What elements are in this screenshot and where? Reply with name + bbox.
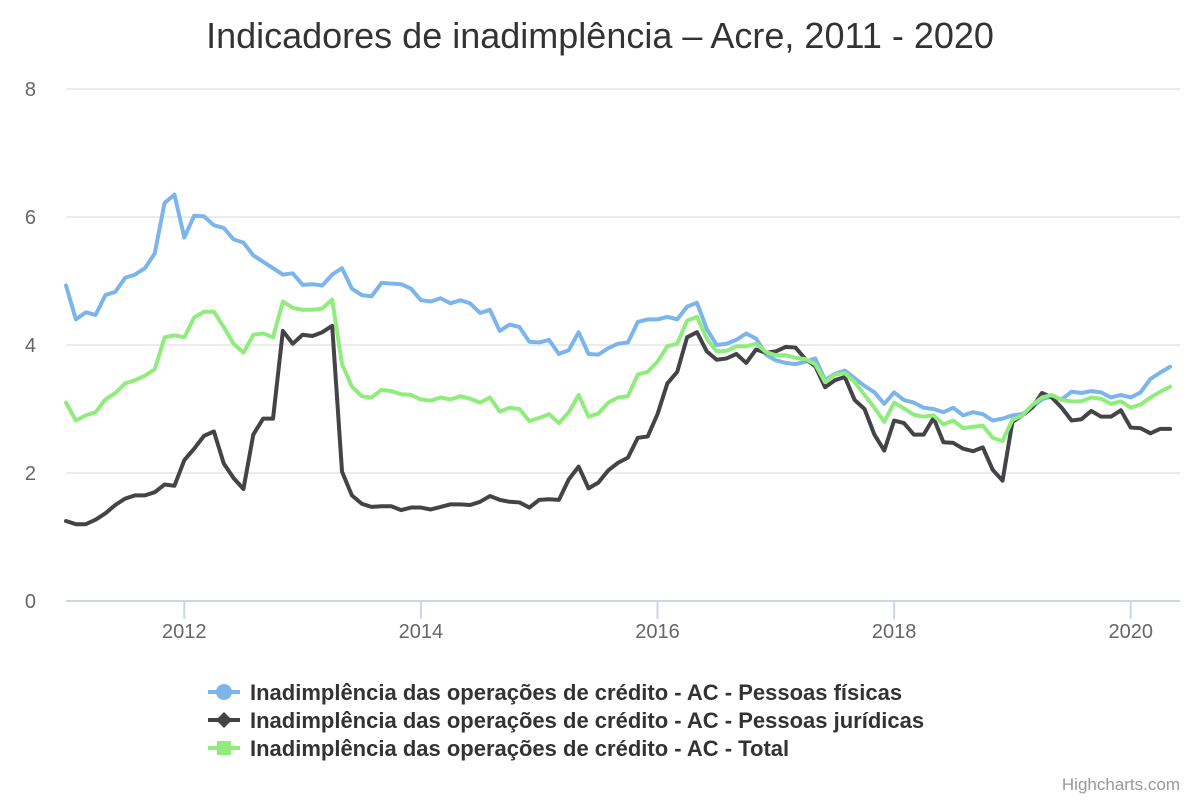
x-tick-label: 2016 — [635, 621, 680, 643]
legend-item-2[interactable]: Inadimplência das operações de crédito -… — [208, 708, 924, 733]
x-tick-label: 2018 — [872, 621, 917, 643]
y-tick-label: 2 — [25, 463, 36, 485]
x-tick-label: 2012 — [162, 621, 207, 643]
chart-title: Indicadores de inadimplência – Acre, 201… — [206, 15, 994, 56]
y-tick-label: 8 — [25, 79, 36, 101]
series-lines — [64, 192, 1173, 527]
y-tick-label: 4 — [25, 335, 36, 357]
legend-square-marker-icon — [217, 741, 231, 755]
series-line-3[interactable] — [64, 297, 1173, 443]
legend-item-3[interactable]: Inadimplência das operações de crédito -… — [208, 736, 789, 761]
legend-circle-marker-icon — [216, 684, 232, 700]
axes: 0 2 4 6 8 2012 2014 2016 2018 2020 — [25, 79, 1180, 643]
series-line-2[interactable] — [64, 323, 1173, 527]
y-tick-label: 6 — [25, 207, 36, 229]
y-tick-label: 0 — [25, 591, 36, 613]
x-tick-label: 2020 — [1108, 621, 1153, 643]
legend[interactable]: Inadimplência das operações de crédito -… — [208, 680, 924, 761]
series-line-1[interactable] — [64, 192, 1173, 423]
legend-item-1[interactable]: Inadimplência das operações de crédito -… — [208, 680, 902, 705]
legend-diamond-marker-icon — [216, 712, 232, 728]
credits-link[interactable]: Highcharts.com — [1062, 775, 1180, 794]
legend-label: Inadimplência das operações de crédito -… — [250, 736, 789, 761]
x-tick-label: 2014 — [399, 621, 444, 643]
legend-label: Inadimplência das operações de crédito -… — [250, 680, 902, 705]
legend-label: Inadimplência das operações de crédito -… — [250, 708, 924, 733]
